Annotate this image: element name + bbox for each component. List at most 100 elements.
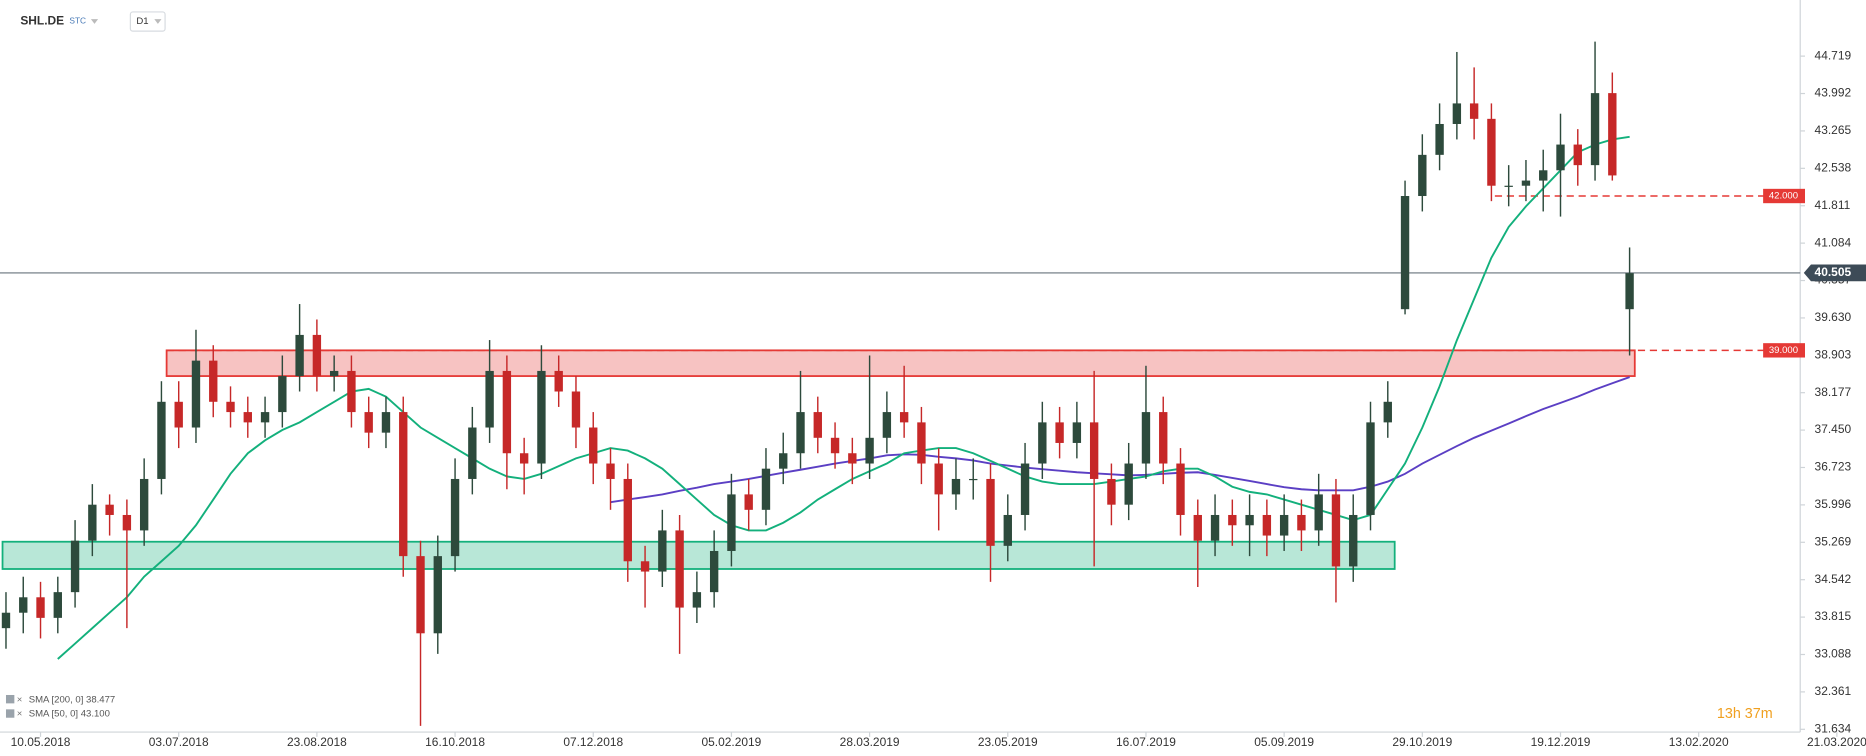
candle-body	[951, 478, 961, 495]
y-tick-label: 34.542	[1815, 572, 1852, 586]
candle-body	[882, 412, 892, 438]
y-tick-label: 38.903	[1815, 347, 1852, 361]
candle-body	[1176, 463, 1185, 515]
y-tick-label: 44.719	[1815, 48, 1852, 62]
candle-body	[1452, 103, 1462, 124]
candle-body	[1141, 412, 1151, 464]
x-tick-label: 05.02.2019	[702, 735, 762, 749]
candle-body	[209, 360, 218, 402]
x-tick-label: 05.09.2019	[1254, 735, 1314, 749]
candle-body	[1625, 273, 1634, 310]
y-tick-label: 35.996	[1815, 497, 1852, 511]
candle-body	[1, 612, 11, 629]
candle-body	[1159, 412, 1168, 464]
x-tick-label: 16.07.2019	[1116, 735, 1176, 749]
candle-body	[295, 334, 304, 377]
sma-line	[610, 376, 1630, 504]
x-tick-label: 13.02.2020	[1669, 735, 1729, 749]
candle-body	[917, 422, 926, 464]
countdown: 13h 37m	[1717, 706, 1773, 722]
candle-body	[1279, 514, 1289, 536]
candle-body	[675, 530, 684, 608]
candle-body	[243, 412, 252, 423]
candle-body	[105, 504, 114, 515]
candle-body	[1469, 103, 1479, 119]
candle-body	[1573, 144, 1582, 166]
candle-body	[1366, 422, 1375, 515]
candle-body	[191, 360, 201, 428]
candle-body	[1228, 514, 1237, 526]
candle-body	[537, 370, 546, 464]
x-tick-label: 21.03.2020	[1807, 735, 1866, 749]
candle-body	[1089, 422, 1099, 479]
y-tick-label: 36.723	[1815, 460, 1852, 474]
candle-body	[329, 370, 339, 377]
candle-body	[399, 412, 408, 557]
candle-body	[174, 401, 183, 428]
candle-body	[1487, 118, 1496, 186]
candle-body	[1331, 494, 1341, 567]
candle-body	[1193, 514, 1202, 541]
level-tag	[1763, 188, 1805, 204]
candle-body	[1107, 478, 1116, 505]
level-tag	[1763, 343, 1805, 358]
candle-body	[364, 412, 373, 433]
candle-body	[709, 550, 719, 593]
candle-body	[1055, 422, 1064, 443]
candle-body	[1400, 196, 1410, 310]
candle-body	[1072, 422, 1082, 443]
interval-dropdown[interactable]	[154, 19, 162, 24]
candle-body	[1003, 514, 1012, 546]
y-tick-label: 31.634	[1815, 721, 1852, 735]
last-price-label: 40.505	[1815, 265, 1852, 279]
level-label: 39.000	[1769, 345, 1798, 356]
candle-body	[1556, 144, 1565, 171]
candle-body	[1504, 185, 1513, 187]
level-label: 42.000	[1769, 191, 1798, 202]
candle-body	[88, 504, 97, 541]
y-tick-label: 39.630	[1815, 310, 1852, 324]
zone	[165, 349, 1636, 377]
badge: STC	[69, 16, 86, 26]
candle-body	[157, 401, 166, 479]
x-tick-label: 23.08.2018	[287, 735, 347, 749]
candle-body	[19, 597, 28, 613]
y-tick-label: 41.811	[1815, 198, 1851, 212]
candle-body	[519, 453, 529, 464]
candle-body	[312, 334, 322, 377]
x-tick-label: 28.03.2019	[840, 735, 900, 749]
interval[interactable]: D1	[136, 16, 148, 27]
candle-body	[606, 463, 615, 479]
candle-body	[347, 370, 356, 413]
candle-body	[899, 412, 909, 423]
candle-body	[969, 478, 978, 481]
candle-body	[1383, 401, 1392, 423]
candle-body	[589, 427, 598, 464]
candle-body	[830, 437, 840, 454]
candle-body	[502, 370, 512, 454]
candle-body	[779, 453, 788, 469]
candle-body	[278, 376, 287, 413]
y-tick-label: 43.265	[1815, 123, 1852, 137]
candle-body	[1418, 154, 1427, 197]
candle-body	[122, 514, 132, 531]
candle-body	[1210, 514, 1220, 541]
candle-body	[640, 561, 650, 572]
candle-body	[1539, 170, 1548, 181]
candle-body	[1245, 514, 1254, 526]
candle-body	[416, 556, 425, 634]
candle-body	[468, 427, 477, 479]
candle-body	[1262, 514, 1272, 536]
y-tick-label: 33.815	[1815, 609, 1852, 623]
interval-box[interactable]	[129, 11, 166, 32]
symbol-dropdown[interactable]	[90, 19, 99, 24]
plot-area	[0, 41, 1801, 726]
y-tick-label: 41.084	[1815, 235, 1852, 249]
x-tick-label: 29.10.2019	[1392, 735, 1452, 749]
candle-body	[226, 401, 235, 413]
legend-icon	[5, 709, 15, 718]
symbol[interactable]: SHL.DE	[20, 14, 64, 28]
candle-body	[692, 592, 702, 608]
candle-body	[658, 530, 667, 572]
